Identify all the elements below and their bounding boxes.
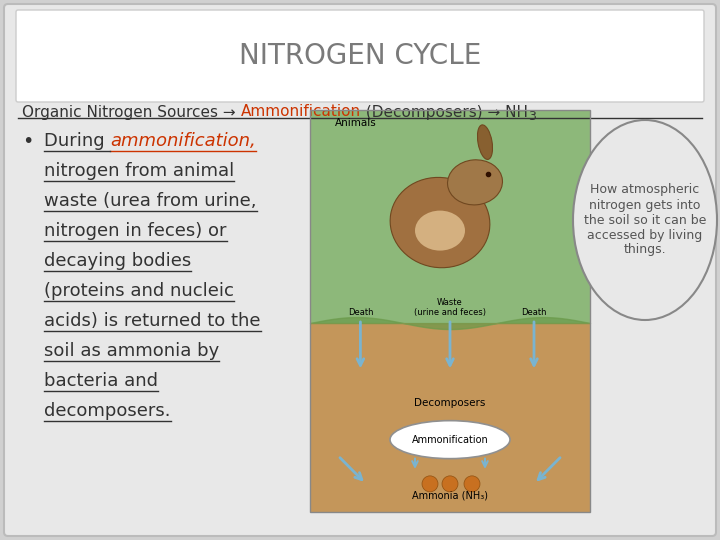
Text: Organic Nitrogen Sources →: Organic Nitrogen Sources → — [22, 105, 240, 119]
Polygon shape — [310, 110, 590, 323]
Text: waste (urea from urine,: waste (urea from urine, — [44, 192, 256, 210]
Text: nitrogen from animal: nitrogen from animal — [44, 162, 234, 180]
Ellipse shape — [390, 178, 490, 268]
Ellipse shape — [415, 211, 465, 251]
Text: nitrogen in feces) or: nitrogen in feces) or — [44, 222, 227, 240]
Text: bacteria and: bacteria and — [44, 372, 158, 390]
Polygon shape — [310, 323, 590, 512]
Text: soil as ammonia by: soil as ammonia by — [44, 342, 220, 360]
Text: Death: Death — [348, 308, 373, 317]
Ellipse shape — [477, 125, 492, 159]
Text: Decomposers: Decomposers — [414, 399, 486, 408]
Bar — [310, 110, 590, 512]
Text: decaying bodies: decaying bodies — [44, 252, 192, 270]
Text: NITROGEN CYCLE: NITROGEN CYCLE — [239, 42, 481, 70]
Text: ammonification,: ammonification, — [110, 132, 256, 150]
Circle shape — [464, 476, 480, 492]
Text: Ammonification: Ammonification — [240, 105, 361, 119]
Circle shape — [442, 476, 458, 492]
Text: (proteins and nucleic: (proteins and nucleic — [44, 282, 234, 300]
Text: Animals: Animals — [335, 118, 377, 128]
Text: During: During — [44, 132, 110, 150]
FancyBboxPatch shape — [16, 10, 704, 102]
Text: (Decomposers) → NH: (Decomposers) → NH — [361, 105, 528, 119]
Ellipse shape — [390, 421, 510, 458]
Ellipse shape — [448, 160, 503, 205]
Circle shape — [422, 476, 438, 492]
Text: Ammonia (NH₃): Ammonia (NH₃) — [412, 490, 488, 500]
Ellipse shape — [573, 120, 717, 320]
Text: How atmospheric
nitrogen gets into
the soil so it can be
accessed by living
thin: How atmospheric nitrogen gets into the s… — [584, 184, 706, 256]
Text: •: • — [22, 132, 33, 151]
Text: Death: Death — [521, 308, 546, 317]
Text: decomposers.: decomposers. — [44, 402, 171, 420]
Text: Waste
(urine and feces): Waste (urine and feces) — [414, 298, 486, 317]
Text: 3: 3 — [528, 111, 536, 124]
FancyBboxPatch shape — [4, 4, 716, 536]
Text: acids) is returned to the: acids) is returned to the — [44, 312, 261, 330]
Text: Ammonification: Ammonification — [412, 435, 488, 444]
